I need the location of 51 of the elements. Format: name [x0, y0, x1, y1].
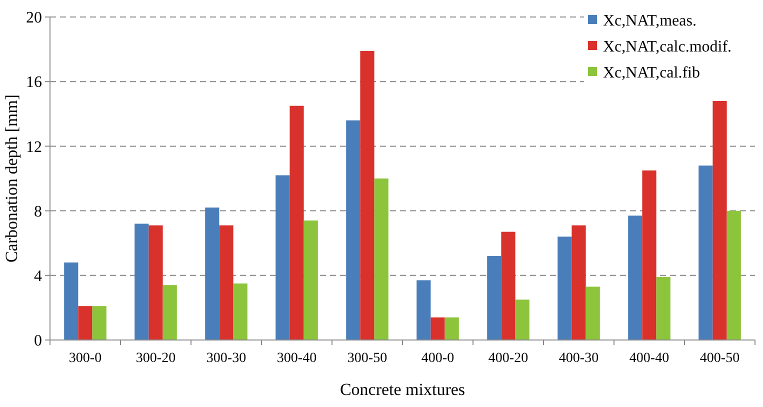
legend-label: Xc,NAT,meas. [603, 12, 696, 30]
bar [304, 220, 318, 340]
bar [698, 166, 713, 340]
bar [444, 317, 459, 340]
bar [276, 175, 290, 340]
x-tick-label: 300-0 [68, 351, 102, 366]
bar [134, 224, 149, 340]
y-axis-title: Carbonation depth [mm] [2, 94, 21, 263]
legend-label: Xc,NAT,calc.modif. [603, 38, 732, 56]
bar [78, 306, 92, 340]
x-tick-label: 400-20 [488, 351, 528, 366]
bar [290, 106, 304, 340]
bar [430, 317, 445, 340]
bar [558, 236, 572, 340]
bar [586, 286, 600, 340]
x-tick-label: 400-50 [700, 351, 740, 366]
bar [162, 285, 177, 340]
x-tick-label: 300-50 [347, 351, 388, 366]
bar [233, 283, 248, 340]
x-tick-label: 300-20 [136, 351, 176, 366]
x-tick-label: 400-30 [558, 351, 599, 366]
x-tick-label: 300-40 [276, 351, 317, 366]
bar [515, 300, 530, 340]
x-axis-title: Concrete mixtures [340, 380, 466, 399]
bar [148, 225, 163, 340]
bar [572, 225, 586, 340]
bar [628, 216, 642, 340]
bar [219, 225, 234, 340]
bar [487, 256, 502, 340]
bar [92, 306, 106, 340]
bar [712, 100, 727, 340]
y-tick-label: 4 [34, 268, 42, 285]
y-tick-label: 16 [26, 74, 42, 92]
y-tick-label: 8 [34, 203, 42, 220]
y-tick-label: 12 [26, 138, 42, 156]
bar [656, 277, 670, 340]
bar [346, 120, 360, 340]
x-tick-label: 300-30 [206, 351, 246, 366]
bar [360, 50, 374, 340]
bar [501, 232, 516, 340]
bar [726, 210, 741, 340]
bar [642, 170, 656, 340]
x-tick-label: 400-40 [629, 351, 670, 366]
bar [205, 208, 220, 340]
bar [416, 280, 431, 340]
y-tick-label: 0 [34, 332, 42, 350]
legend-label: Xc,NAT,cal.fib [603, 64, 700, 82]
x-tick-label: 400-0 [421, 351, 454, 366]
y-tick-label: 20 [26, 10, 42, 27]
bar [374, 178, 388, 340]
bar [64, 262, 78, 340]
